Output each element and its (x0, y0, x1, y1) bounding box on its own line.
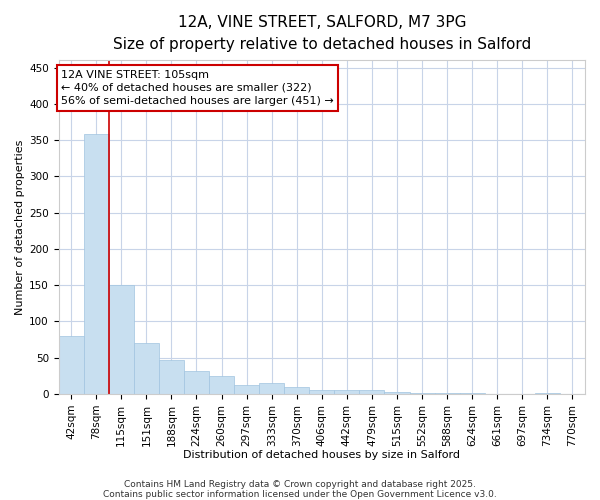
Bar (84, 134, 109, 394)
Bar (209, 376, 234, 394)
Bar (184, 371, 209, 394)
Title: 12A, VINE STREET, SALFORD, M7 3PG
Size of property relative to detached houses i: 12A, VINE STREET, SALFORD, M7 3PG Size o… (113, 15, 531, 52)
Bar (334, 390, 359, 394)
Bar (359, 390, 385, 394)
Bar (109, 285, 134, 394)
Y-axis label: Number of detached properties: Number of detached properties (15, 140, 25, 315)
Bar (284, 388, 309, 394)
Bar (309, 390, 334, 394)
Bar (159, 360, 184, 394)
Bar (259, 383, 284, 394)
Bar (134, 343, 159, 394)
Text: Contains HM Land Registry data © Crown copyright and database right 2025.: Contains HM Land Registry data © Crown c… (124, 480, 476, 489)
Bar (385, 392, 410, 394)
X-axis label: Distribution of detached houses by size in Salford: Distribution of detached houses by size … (184, 450, 460, 460)
Text: Contains public sector information licensed under the Open Government Licence v3: Contains public sector information licen… (103, 490, 497, 499)
Bar (59, 336, 84, 394)
Bar (234, 384, 259, 394)
Text: 12A VINE STREET: 105sqm
← 40% of detached houses are smaller (322)
56% of semi-d: 12A VINE STREET: 105sqm ← 40% of detache… (61, 70, 334, 106)
